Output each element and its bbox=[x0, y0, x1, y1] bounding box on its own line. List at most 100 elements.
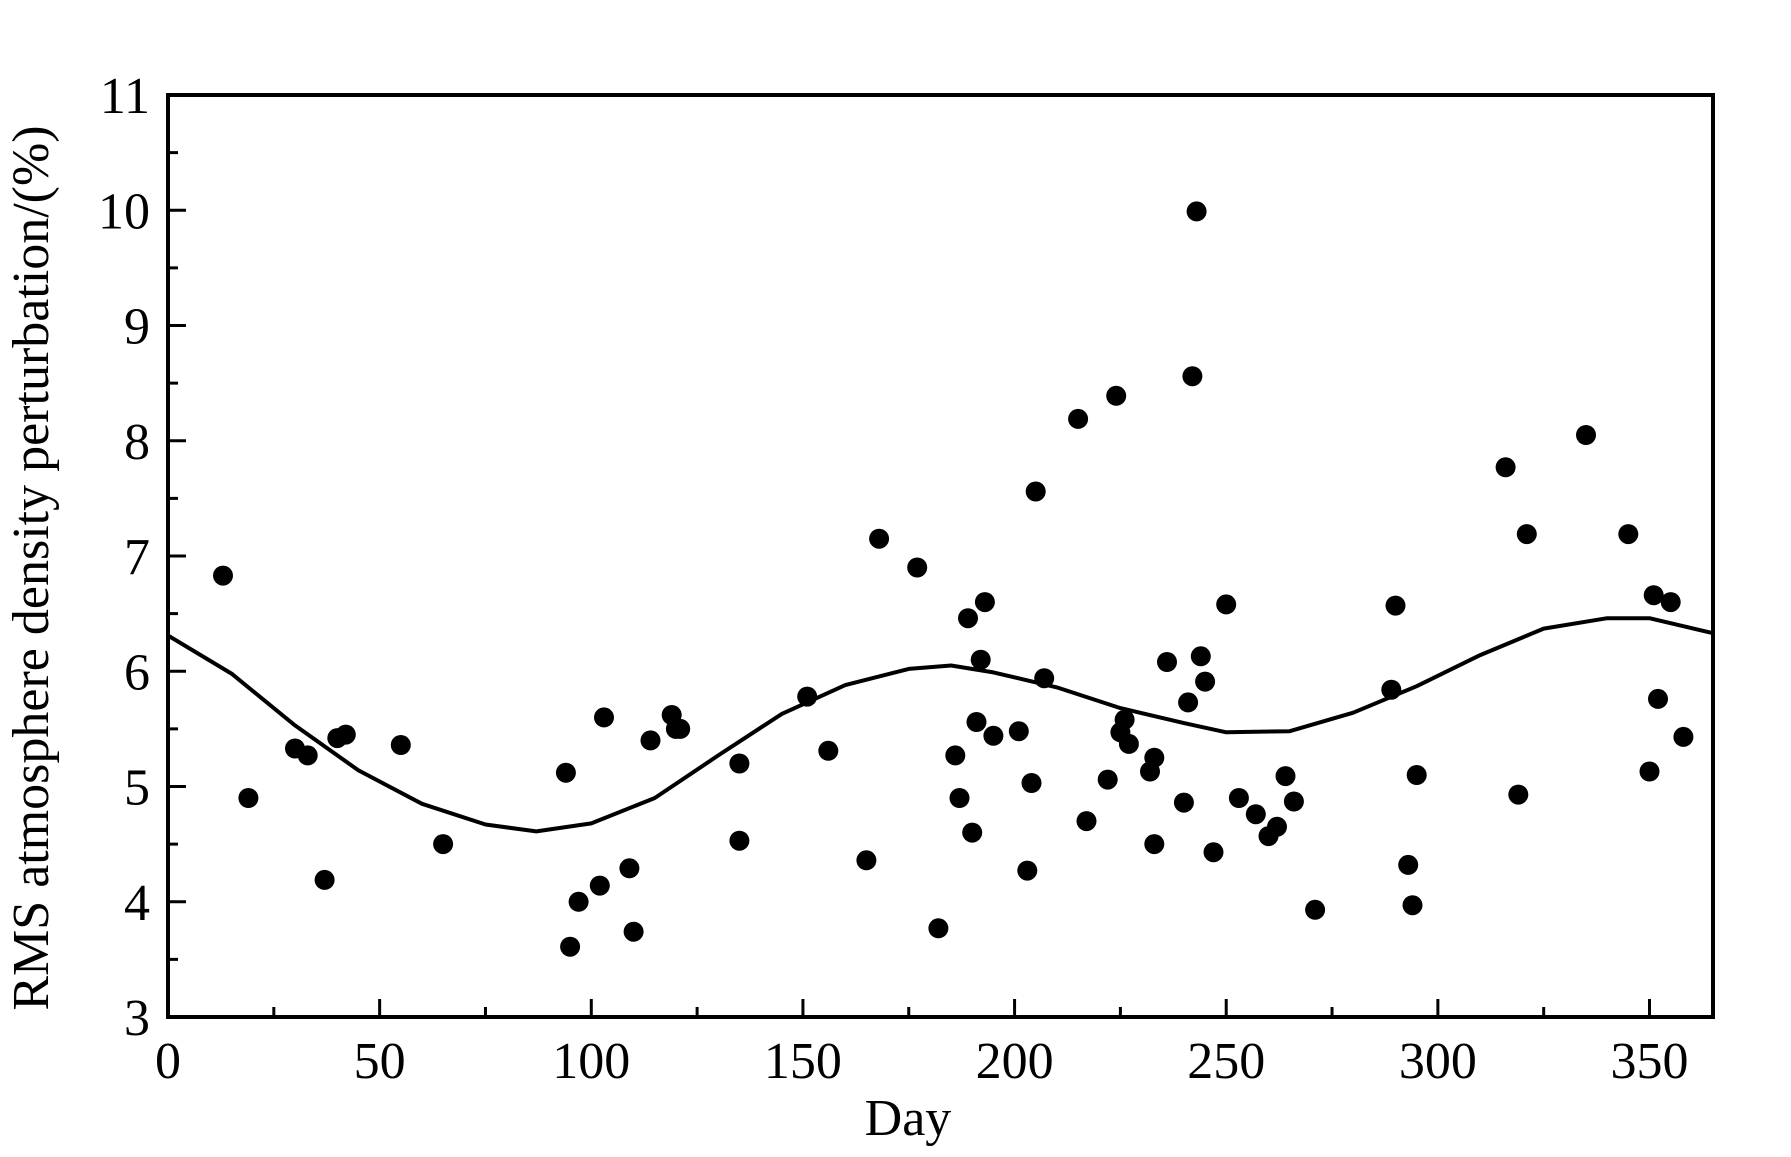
data-point bbox=[966, 712, 987, 732]
data-point bbox=[970, 649, 991, 670]
data-point bbox=[907, 557, 928, 578]
data-point bbox=[729, 830, 750, 851]
data-point bbox=[568, 891, 589, 912]
data-point bbox=[1203, 842, 1224, 863]
data-point bbox=[1660, 592, 1681, 613]
data-point bbox=[555, 762, 576, 783]
data-point bbox=[594, 707, 614, 728]
y-tick-label: 10 bbox=[98, 183, 150, 240]
data-point bbox=[1025, 481, 1046, 502]
data-point bbox=[1118, 733, 1139, 754]
data-point bbox=[1643, 585, 1664, 606]
data-point bbox=[560, 936, 581, 957]
y-tick-label: 9 bbox=[124, 299, 150, 356]
data-point bbox=[1495, 457, 1516, 478]
plot-frame bbox=[166, 93, 1715, 1019]
x-tick-label: 350 bbox=[1611, 1033, 1689, 1090]
fit-curve bbox=[166, 616, 1714, 834]
data-point bbox=[1385, 595, 1406, 616]
data-point bbox=[640, 730, 661, 751]
data-point bbox=[1267, 816, 1287, 837]
x-tick-label: 300 bbox=[1399, 1033, 1477, 1090]
x-tick-label: 50 bbox=[354, 1033, 406, 1090]
data-point bbox=[1144, 747, 1165, 768]
y-tick-label: 7 bbox=[124, 529, 150, 586]
data-point bbox=[238, 788, 259, 808]
data-point bbox=[949, 788, 970, 808]
data-point bbox=[945, 745, 966, 766]
data-point bbox=[213, 565, 233, 586]
data-point bbox=[1157, 652, 1177, 672]
data-point bbox=[1228, 788, 1249, 808]
data-point bbox=[1618, 524, 1639, 545]
data-point bbox=[589, 875, 610, 896]
data-point bbox=[1305, 899, 1326, 920]
data-point bbox=[623, 921, 644, 942]
data-point bbox=[928, 918, 949, 939]
data-point bbox=[1402, 895, 1423, 916]
data-point bbox=[1017, 860, 1038, 881]
fit-curve-layer bbox=[166, 616, 1714, 834]
y-tick-label: 6 bbox=[124, 644, 150, 701]
data-point bbox=[1195, 671, 1216, 692]
data-point bbox=[962, 822, 983, 843]
data-point bbox=[1398, 854, 1419, 875]
x-axis-ticks: 0 50 100 150 200 250 300 350 bbox=[155, 999, 1689, 1090]
data-point bbox=[1182, 366, 1203, 387]
data-point bbox=[1173, 792, 1194, 813]
data-point bbox=[1114, 709, 1135, 730]
x-tick-label: 0 bbox=[155, 1033, 181, 1090]
x-tick-label: 100 bbox=[552, 1033, 630, 1090]
data-point bbox=[1245, 804, 1266, 825]
data-point bbox=[1406, 765, 1427, 785]
data-point bbox=[1076, 811, 1097, 832]
data-point bbox=[856, 850, 877, 871]
data-point bbox=[1021, 773, 1042, 793]
data-point bbox=[958, 608, 978, 629]
data-point bbox=[1508, 784, 1529, 805]
x-tick-label: 250 bbox=[1187, 1033, 1265, 1090]
data-point bbox=[1216, 594, 1237, 615]
data-point bbox=[1516, 524, 1537, 545]
data-point bbox=[433, 834, 454, 855]
data-point bbox=[1186, 201, 1207, 222]
data-point bbox=[1648, 688, 1668, 709]
x-axis-title: Day bbox=[865, 1090, 952, 1147]
data-point bbox=[869, 528, 890, 549]
y-tick-label: 5 bbox=[124, 760, 150, 817]
data-point bbox=[297, 745, 318, 766]
y-tick-label: 4 bbox=[124, 875, 150, 932]
x-tick-label: 200 bbox=[976, 1033, 1054, 1090]
data-point bbox=[1283, 791, 1304, 812]
y-axis-title: RMS atmosphere density perturbation/(%) bbox=[3, 125, 60, 1010]
data-point bbox=[314, 869, 335, 890]
data-point bbox=[1576, 425, 1596, 445]
data-point bbox=[670, 718, 691, 739]
y-tick-label: 11 bbox=[100, 68, 150, 125]
data-point bbox=[619, 858, 640, 879]
y-axis-ticks: 3 4 5 6 7 8 9 10 11 bbox=[98, 68, 186, 1047]
data-point bbox=[983, 725, 1004, 746]
data-point bbox=[1673, 726, 1694, 747]
data-point bbox=[1275, 766, 1296, 787]
x-tick-label: 150 bbox=[764, 1033, 842, 1090]
data-point bbox=[1106, 385, 1127, 406]
y-tick-label: 8 bbox=[124, 414, 150, 471]
data-point bbox=[797, 686, 818, 707]
data-point bbox=[1144, 834, 1165, 855]
data-point bbox=[1068, 408, 1089, 429]
y-tick-label: 3 bbox=[124, 990, 150, 1047]
data-point bbox=[818, 740, 839, 761]
data-point bbox=[1190, 646, 1211, 667]
data-point bbox=[1097, 769, 1118, 790]
data-point bbox=[974, 592, 995, 613]
data-point bbox=[729, 753, 750, 774]
data-point bbox=[335, 724, 356, 745]
data-point bbox=[1639, 761, 1660, 782]
data-points-layer bbox=[213, 201, 1694, 957]
data-point bbox=[1008, 721, 1029, 742]
data-point bbox=[1381, 679, 1402, 700]
data-point bbox=[1178, 692, 1199, 713]
data-point bbox=[1034, 668, 1055, 689]
